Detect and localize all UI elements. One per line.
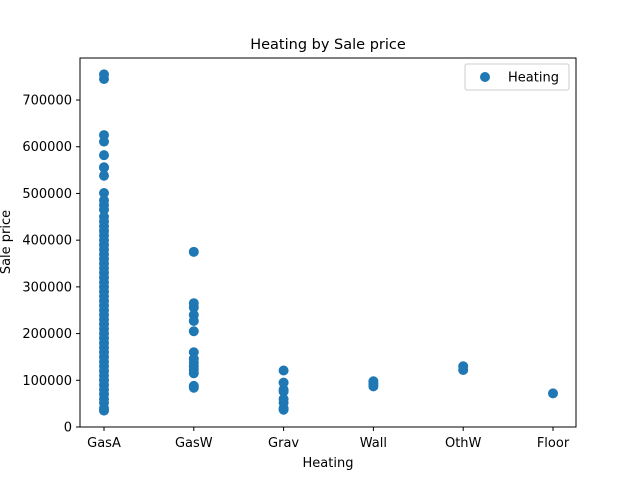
x-tick-label: GasA: [87, 436, 121, 451]
data-point: [278, 365, 289, 376]
data-point: [188, 368, 199, 379]
data-point: [188, 326, 199, 337]
data-point: [278, 404, 289, 415]
plot-area-frame: [79, 57, 577, 428]
data-point: [99, 204, 109, 215]
y-tick-label: 300000: [22, 280, 72, 295]
data-point: [99, 405, 109, 416]
data-point: [99, 162, 109, 173]
y-tick-label: 200000: [22, 327, 72, 342]
x-tick-label: GasW: [175, 436, 213, 451]
x-tick-label: OthW: [445, 436, 482, 451]
data-point: [368, 381, 379, 392]
legend: Heating: [464, 63, 570, 91]
x-tick-label: Wall: [360, 436, 387, 451]
data-point: [188, 382, 199, 393]
y-tick-label: 100000: [22, 374, 72, 389]
x-tick-label: Floor: [537, 436, 570, 451]
data-point: [99, 136, 109, 147]
y-tick-label: 0: [64, 421, 72, 436]
y-tick-label: 500000: [22, 187, 72, 202]
x-tick-label: Grav: [268, 436, 299, 451]
legend-marker: [480, 72, 490, 82]
data-point: [188, 246, 199, 257]
axes-layer: GasA GasW Grav Wall OthW Floor 0 100000 200000 30…: [22, 94, 569, 451]
y-axis-label: Sale price: [0, 210, 14, 274]
y-tick-label: 400000: [22, 234, 72, 249]
legend-entry-heating: Heating: [508, 71, 559, 86]
data-point: [458, 365, 469, 376]
y-tick-label: 600000: [22, 140, 72, 155]
data-point: [188, 302, 199, 313]
data-point: [188, 315, 199, 326]
data-point: [99, 150, 109, 161]
data-point: [548, 388, 558, 399]
y-tick-label: 700000: [22, 94, 72, 109]
chart-title: Heating by Sale price: [250, 37, 406, 53]
legend-box: [464, 63, 570, 91]
points-layer: [99, 69, 558, 416]
x-axis-label: Heating: [303, 456, 354, 471]
data-point: [278, 386, 289, 397]
data-point: [99, 170, 109, 181]
data-point: [99, 187, 109, 198]
data-point: [99, 74, 109, 85]
data-point: [278, 377, 289, 388]
